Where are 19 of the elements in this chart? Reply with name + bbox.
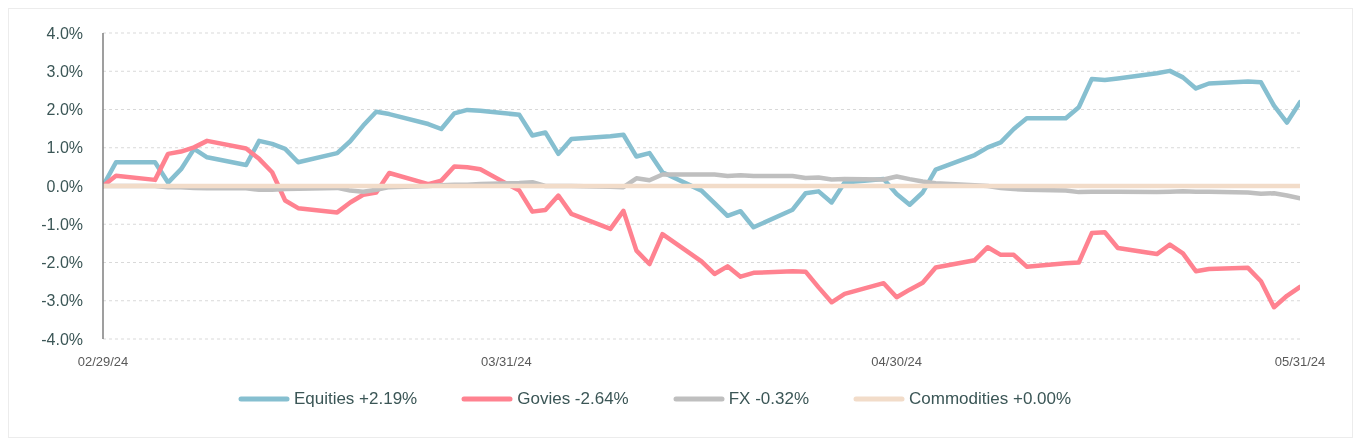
y-tick-label: 2.0% bbox=[46, 101, 83, 119]
y-tick-label: -4.0% bbox=[41, 330, 83, 348]
y-tick-label: 1.0% bbox=[46, 139, 83, 157]
y-tick-label: -2.0% bbox=[41, 254, 83, 272]
line-series bbox=[103, 68, 1300, 230]
y-tick-label: 4.0% bbox=[46, 24, 83, 42]
x-tick-label: 03/31/24 bbox=[481, 354, 532, 370]
y-tick-label: 0.0% bbox=[46, 177, 83, 195]
legend-label: Commodities +0.00% bbox=[909, 389, 1072, 409]
line-series bbox=[103, 138, 1300, 310]
x-tick-label: 02/29/24 bbox=[77, 354, 129, 370]
legend-label: Govies -2.64% bbox=[517, 389, 629, 409]
legend-label: Equities +2.19% bbox=[293, 389, 418, 409]
y-tick-label: -3.0% bbox=[41, 292, 83, 310]
y-tick-label: -1.0% bbox=[41, 215, 83, 233]
y-tick-label: 3.0% bbox=[46, 62, 83, 80]
x-tick-label: 04/30/24 bbox=[871, 354, 922, 370]
x-tick-label: 05/31/24 bbox=[1274, 354, 1326, 370]
legend-label: FX -0.32% bbox=[728, 389, 810, 409]
